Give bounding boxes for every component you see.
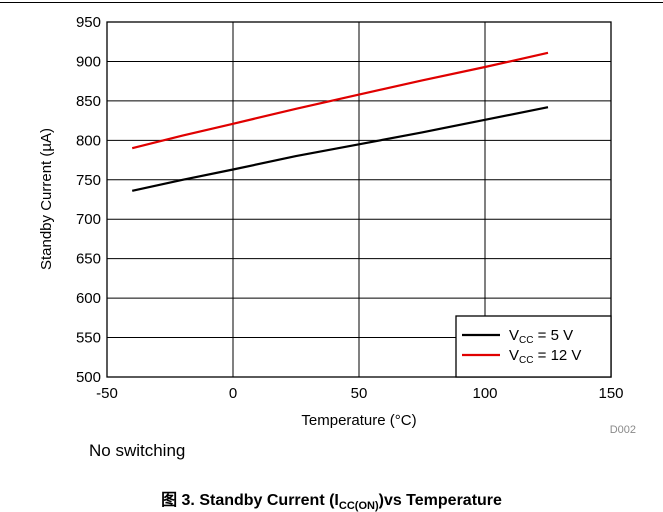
x-tick-labels: -50 0 50 100 150 bbox=[96, 385, 623, 402]
legend-label-vcc-12v: VCC = 12 V bbox=[509, 347, 581, 366]
y-axis-label: Standby Current (µA) bbox=[38, 128, 55, 270]
series-line-vcc-5v bbox=[131, 106, 549, 192]
y-tick-labels: 500 550 600 650 700 750 800 850 900 950 bbox=[76, 14, 101, 386]
x-tick-label: 0 bbox=[229, 385, 237, 402]
series-line-vcc-12v bbox=[131, 51, 549, 150]
y-tick-label: 950 bbox=[76, 14, 101, 31]
caption-suffix: )vs Temperature bbox=[378, 492, 502, 509]
top-rule bbox=[0, 2, 663, 3]
note-text: No switching bbox=[89, 441, 186, 460]
y-tick-label: 600 bbox=[76, 290, 101, 307]
x-tick-label: 50 bbox=[351, 385, 368, 402]
y-tick-label: 800 bbox=[76, 132, 101, 149]
x-tick-label: 100 bbox=[472, 385, 497, 402]
x-axis-label: Temperature (°C) bbox=[301, 412, 416, 429]
y-tick-label: 850 bbox=[76, 93, 101, 110]
caption-subscript: CC(ON) bbox=[338, 500, 379, 512]
figure-caption: 图 3. Standby Current (ICC(ON))vs Tempera… bbox=[0, 486, 663, 512]
y-tick-label: 700 bbox=[76, 211, 101, 228]
y-tick-label: 550 bbox=[76, 330, 101, 347]
figure-code: D002 bbox=[610, 424, 636, 436]
y-tick-label: 900 bbox=[76, 53, 101, 70]
y-tick-label: 650 bbox=[76, 251, 101, 268]
series-lines bbox=[131, 51, 549, 192]
x-tick-label: -50 bbox=[96, 385, 118, 402]
y-tick-label: 750 bbox=[76, 172, 101, 189]
legend: VCC = 5 V VCC = 12 V bbox=[455, 315, 612, 378]
line-chart: 500 550 600 650 700 750 800 850 900 950 -50 0 50 100… bbox=[38, 14, 636, 436]
x-tick-label: 150 bbox=[598, 385, 623, 402]
legend-box bbox=[455, 315, 612, 378]
legend-label-vcc-5v: VCC = 5 V bbox=[509, 327, 573, 346]
y-tick-label: 500 bbox=[76, 369, 101, 386]
caption-prefix: 图 3. Standby Current (I bbox=[161, 492, 339, 509]
plot-frame bbox=[106, 21, 612, 378]
